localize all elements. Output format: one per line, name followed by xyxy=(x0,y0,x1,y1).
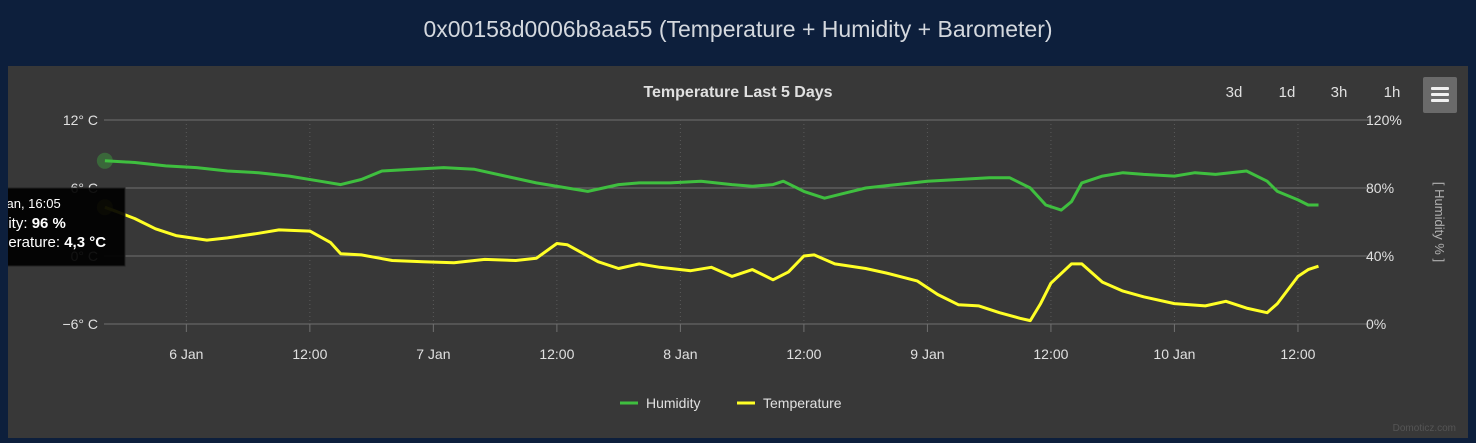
range-buttons: 3d 1d 3h 1h xyxy=(1226,84,1401,101)
y-right-axis-title: [ Humidity % ] xyxy=(1432,182,1447,262)
y-right-tick-label: 0% xyxy=(1366,316,1386,332)
x-tick-label: 12:00 xyxy=(1033,346,1068,362)
x-tick-label: 12:00 xyxy=(292,346,327,362)
tooltip-value: 96 % xyxy=(32,215,66,232)
chart-title: Temperature Last 5 Days xyxy=(643,84,832,101)
legend-label: Humidity xyxy=(646,395,700,411)
legend: Humidity Temperature xyxy=(620,395,842,411)
x-tick-label: 9 Jan xyxy=(910,346,944,362)
x-tick-label: 8 Jan xyxy=(663,346,697,362)
series-layer xyxy=(96,152,1319,323)
tooltip: Jan, 16:05 dity: 96 % perature: 4,3 °C xyxy=(8,187,126,267)
x-tick-label: 12:00 xyxy=(786,346,821,362)
x-tick-label: 7 Jan xyxy=(416,346,450,362)
series-line-humidity xyxy=(104,159,1319,212)
tooltip-line: perature: 4,3 °C xyxy=(8,234,106,251)
y-right-tick-label: 80% xyxy=(1366,180,1394,196)
y-left-tick-label: −6° C xyxy=(62,316,98,332)
hamburger-icon xyxy=(1431,87,1449,102)
y-right-tick-label: 40% xyxy=(1366,248,1394,264)
series-line-temperature xyxy=(104,205,1319,323)
tooltip-line: dity: 96 % xyxy=(8,215,66,232)
hover-marker-humidity xyxy=(96,152,113,169)
y-left-tick-label: 12° C xyxy=(63,112,98,128)
range-button-3h[interactable]: 3h xyxy=(1331,84,1348,101)
grid-layer xyxy=(104,119,1370,332)
range-button-1h[interactable]: 1h xyxy=(1384,84,1401,101)
legend-item-temperature[interactable]: Temperature xyxy=(737,395,842,411)
page-title: 0x00158d0006b8aa55 (Temperature + Humidi… xyxy=(423,16,1053,42)
x-tick-label: 10 Jan xyxy=(1153,346,1195,362)
x-tick-label: 6 Jan xyxy=(169,346,203,362)
range-button-1d[interactable]: 1d xyxy=(1279,84,1296,101)
chart-menu-button[interactable] xyxy=(1423,77,1457,113)
legend-label: Temperature xyxy=(763,395,842,411)
tooltip-label: dity: xyxy=(8,215,32,232)
x-tick-label: 12:00 xyxy=(539,346,574,362)
y-right-tick-label: 120% xyxy=(1366,112,1402,128)
tooltip-label: perature: xyxy=(8,234,64,251)
x-tick-label: 12:00 xyxy=(1280,346,1315,362)
tooltip-box xyxy=(8,187,126,267)
tooltip-value: 4,3 °C xyxy=(64,234,106,251)
range-button-3d[interactable]: 3d xyxy=(1226,84,1243,101)
watermark: Domoticz.com xyxy=(1392,423,1456,434)
legend-item-humidity[interactable]: Humidity xyxy=(620,395,700,411)
tooltip-time: Jan, 16:05 xyxy=(8,196,61,211)
